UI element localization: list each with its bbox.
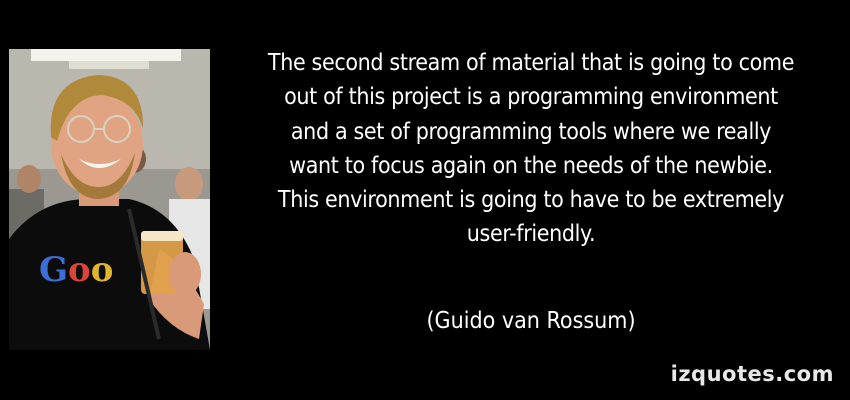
quote-line: This environment is going to have to be …	[277, 187, 785, 214]
portrait-illustration: Goo	[9, 49, 210, 350]
quote-line: and a set of programming tools where we …	[290, 118, 772, 145]
quote-line: user-friendly.	[466, 221, 596, 248]
quote-author: (Guido van Rossum)	[426, 308, 636, 334]
quote-line: want to focus again on the needs of the …	[289, 152, 773, 179]
quote-line: out of this project is a programming env…	[284, 84, 778, 111]
quote-text: The second stream of material that is go…	[222, 46, 840, 252]
quote-line: The second stream of material that is go…	[267, 50, 795, 76]
site-watermark: izquotes.com	[670, 362, 834, 386]
svg-text:Goo: Goo	[39, 250, 113, 290]
portrait-photo: Goo	[9, 49, 210, 350]
